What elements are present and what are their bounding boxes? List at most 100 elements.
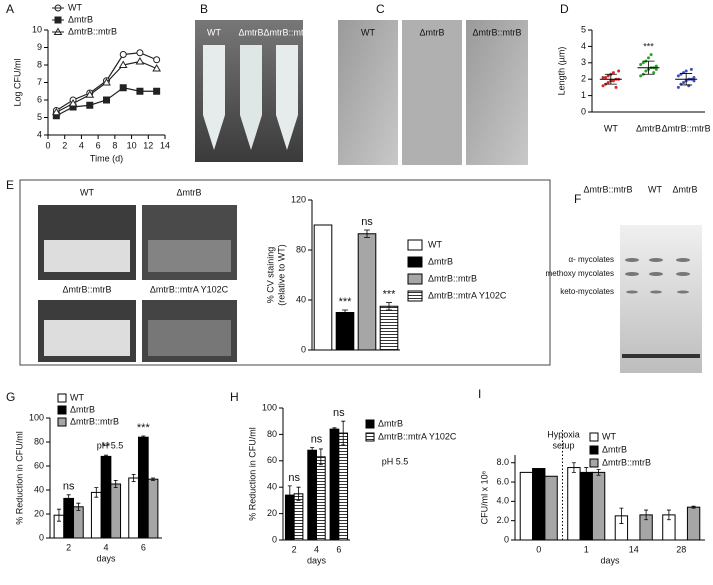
error-bar [680, 73, 693, 86]
y-axis-label: CFU/ml x 10⁶ [479, 470, 489, 524]
annotation: ns [288, 472, 300, 484]
x-tick-label: 12 [143, 140, 153, 150]
point [641, 61, 645, 65]
y-tick-label: 4 [37, 129, 42, 139]
photo-label: ΔmtrB [176, 187, 201, 197]
bar [357, 233, 377, 351]
bar [110, 483, 122, 539]
legend-swatch [57, 417, 67, 427]
y-tick-label: 40 [34, 484, 44, 494]
x-tick-label: 8 [112, 140, 117, 150]
point [604, 76, 608, 80]
point [654, 64, 658, 68]
lane-label: ΔmtrB::mtrB [583, 184, 632, 194]
y-tick-label: 8 [37, 59, 42, 69]
x-tick-label: 28 [676, 544, 686, 554]
legend-swatch [407, 290, 423, 302]
point [682, 80, 686, 84]
photo [338, 20, 398, 165]
bar [532, 468, 546, 541]
annotation: *** [383, 288, 397, 300]
photo [466, 20, 528, 165]
photo-label: ΔmtrB::mtrB [472, 27, 521, 37]
point [68, 99, 78, 107]
x-tick-label: 14 [629, 544, 639, 554]
point [118, 60, 128, 68]
annotation: pH 5.5 [97, 440, 124, 450]
y-tick-label: 60 [34, 460, 44, 470]
bar [686, 506, 701, 541]
annotation: ns [333, 407, 345, 419]
band-label: α- mycolates [568, 255, 614, 264]
y-tick-label: 100 [29, 412, 44, 422]
photo [402, 20, 462, 165]
point [611, 79, 615, 83]
error-bar [342, 309, 348, 316]
panel-letter: C [376, 2, 385, 16]
annotation: *** [339, 296, 353, 308]
error-bar [56, 508, 61, 522]
bar [544, 475, 558, 541]
lane-label: ΔmtrB [672, 184, 697, 194]
y-tick-label: 4.0 [496, 496, 509, 506]
photo-label: ΔmtrB [238, 27, 263, 37]
y-tick-label: 40 [296, 294, 306, 304]
panel-letter: H [230, 390, 239, 404]
tube [203, 45, 225, 150]
legend-label: WT [602, 431, 616, 441]
legend-swatch [365, 432, 375, 442]
band-label: keto-mycolates [560, 287, 614, 296]
panel-frame [19, 179, 551, 366]
point [649, 53, 653, 57]
legend-label: ΔmtrB::mtrB [602, 457, 651, 467]
point [103, 96, 110, 104]
annotation: ns [63, 481, 75, 493]
y-tick-label: 4 [581, 41, 586, 51]
legend-label: ΔmtrB [68, 14, 93, 24]
x-tick-label: 6 [141, 542, 146, 552]
point [676, 85, 680, 89]
photo-label: ΔmtrB::mtrB [263, 27, 312, 37]
legend-swatch [589, 432, 599, 442]
panel-letter: A [6, 2, 14, 16]
legend-label: WT [70, 392, 84, 402]
bar [313, 224, 333, 351]
point [119, 84, 127, 92]
x-tick-label: 14 [160, 140, 170, 150]
bar [90, 491, 102, 539]
y-tick-label: 80 [267, 429, 277, 439]
error-bar [131, 474, 136, 482]
legend-swatch [589, 445, 599, 455]
annotation: ** [102, 441, 111, 453]
bar [579, 471, 593, 541]
y-tick-label: 6 [37, 94, 42, 104]
error-bar [287, 485, 292, 505]
point [601, 84, 605, 88]
legend-label: ΔmtrB::mtrA Y102C [378, 431, 457, 441]
y-tick-label: 5 [37, 112, 42, 122]
bar [519, 471, 534, 541]
legend-label: ΔmtrB::mtrB [428, 273, 477, 283]
photo-label: WT [80, 187, 94, 197]
x-tick-label: 2 [292, 544, 297, 554]
point [153, 56, 161, 64]
point [644, 69, 648, 73]
y-tick-label: 20 [267, 508, 277, 518]
x-tick-label: 4 [314, 544, 319, 554]
x-tick-label: 4 [79, 140, 84, 150]
biofilm [44, 320, 130, 356]
point [85, 90, 95, 98]
error-bar [364, 229, 370, 238]
annotation: Hypoxia [547, 429, 580, 439]
x-tick-label: 2 [66, 542, 71, 552]
bar [137, 436, 149, 539]
photo-label: WT [207, 27, 221, 37]
panel-letter: D [560, 2, 569, 16]
legend-label: ΔmtrB [428, 256, 453, 266]
error-bar [332, 427, 337, 431]
bar [100, 455, 112, 539]
bar [147, 478, 159, 539]
panel-letter: E [6, 178, 14, 192]
y-tick-label: 40 [267, 482, 277, 492]
legend-swatch [407, 273, 423, 285]
